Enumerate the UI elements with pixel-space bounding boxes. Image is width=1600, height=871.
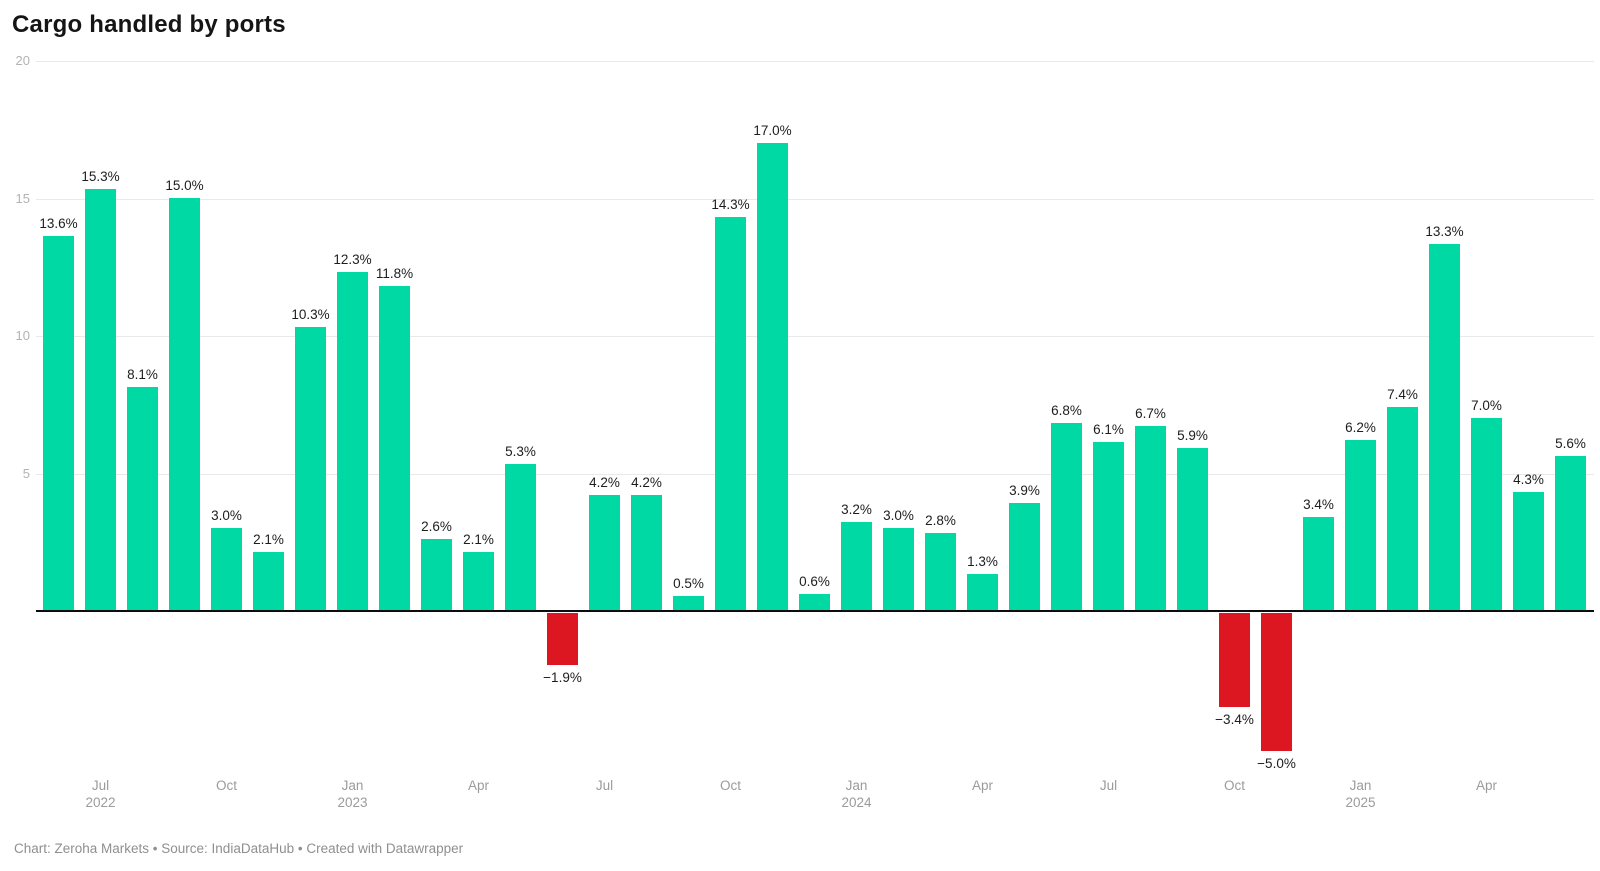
x-axis-tick-label: Oct <box>1223 778 1245 793</box>
x-axis-tick-label: Oct <box>719 778 741 793</box>
y-axis-tick-label: 10 <box>15 328 30 343</box>
bar[interactable] <box>631 494 662 610</box>
bar[interactable] <box>1303 516 1334 610</box>
bar[interactable] <box>1009 502 1040 610</box>
x-axis-tick-label: Oct <box>215 778 237 793</box>
bar[interactable] <box>85 189 116 610</box>
x-axis-tick-label: Jul <box>595 778 614 793</box>
bar[interactable] <box>1261 613 1292 751</box>
gridline <box>36 473 1594 475</box>
bar[interactable] <box>547 613 578 666</box>
bar-value-label: 6.2% <box>1345 419 1376 435</box>
bar-value-label: −5.0% <box>1257 755 1296 771</box>
bar[interactable] <box>1387 406 1418 610</box>
bar-value-label: 3.0% <box>883 507 914 523</box>
bar[interactable] <box>1051 423 1082 610</box>
bar[interactable] <box>211 527 242 610</box>
y-axis-tick-label: 5 <box>22 465 30 481</box>
bar[interactable] <box>505 464 536 610</box>
bar-value-label: 2.8% <box>925 513 956 528</box>
bar[interactable] <box>1513 491 1544 610</box>
x-axis-tick-label: Apr <box>467 778 489 793</box>
bar[interactable] <box>1345 439 1376 610</box>
x-axis-tick-label: Jan 2025 <box>1345 778 1376 810</box>
y-axis-tick-label: 20 <box>15 53 30 68</box>
bar-value-label: 5.9% <box>1177 427 1208 443</box>
bar[interactable] <box>127 387 158 610</box>
bar[interactable] <box>169 197 200 610</box>
bar-value-label: 15.3% <box>81 169 120 185</box>
chart-title: Cargo handled by ports <box>12 11 286 38</box>
gridline <box>36 198 1594 200</box>
bar-value-label: 12.3% <box>333 251 372 267</box>
bar-value-label: 7.4% <box>1387 386 1418 402</box>
x-axis-baseline <box>36 610 1594 612</box>
bar-value-label: 4.3% <box>1513 471 1544 487</box>
x-axis-tick-label: Jul <box>1099 778 1118 793</box>
bar-value-label: −1.9% <box>543 670 582 686</box>
bar-value-label: 6.7% <box>1135 405 1166 421</box>
bar[interactable] <box>715 216 746 610</box>
bar[interactable] <box>421 538 452 610</box>
bar[interactable] <box>43 236 74 610</box>
bar[interactable] <box>1471 417 1502 610</box>
bar-value-label: 10.3% <box>291 306 330 322</box>
gridline <box>36 61 1594 62</box>
bar[interactable] <box>1177 447 1208 610</box>
bar-value-label: −3.4% <box>1215 711 1254 727</box>
bar[interactable] <box>967 574 998 610</box>
bar[interactable] <box>295 326 326 610</box>
chart-footer: Chart: Zeroha Markets • Source: IndiaDat… <box>14 841 464 856</box>
bar-value-label: 13.3% <box>1425 224 1464 240</box>
bar-value-label: 5.6% <box>1555 436 1586 451</box>
bar[interactable] <box>883 527 914 610</box>
bar-value-label: 4.2% <box>631 474 662 490</box>
bar[interactable] <box>379 285 410 610</box>
bar-value-label: 15.0% <box>165 177 204 193</box>
bar-value-label: 13.6% <box>39 216 78 231</box>
bar[interactable] <box>673 596 704 610</box>
bar-value-label: 6.1% <box>1093 422 1124 438</box>
bar[interactable] <box>799 593 830 610</box>
bar-value-label: 2.1% <box>463 532 494 548</box>
bar[interactable] <box>589 494 620 610</box>
bar[interactable] <box>1219 613 1250 707</box>
bar[interactable] <box>1555 456 1586 610</box>
bar-value-label: 3.0% <box>211 507 242 523</box>
bar-value-label: 3.4% <box>1303 496 1334 512</box>
bar-value-label: 3.2% <box>841 502 872 517</box>
x-axis-tick-label: Jan 2024 <box>841 778 872 810</box>
bar-value-label: 3.9% <box>1009 482 1040 498</box>
y-axis-tick-label: 15 <box>15 190 30 206</box>
bar-value-label: 4.2% <box>589 474 620 490</box>
x-axis-tick-label: Jul 2022 <box>85 778 116 810</box>
bar[interactable] <box>757 142 788 610</box>
bar-value-label: 5.3% <box>505 444 536 460</box>
bar[interactable] <box>337 271 368 610</box>
bar-value-label: 11.8% <box>375 265 414 281</box>
bar-value-label: 6.8% <box>1051 403 1082 418</box>
bar-value-label: 8.1% <box>127 367 158 383</box>
bar-value-label: 2.6% <box>421 518 452 534</box>
bar-value-label: 0.5% <box>673 576 704 592</box>
bar[interactable] <box>1093 442 1124 610</box>
bar-value-label: 14.3% <box>711 196 750 212</box>
bar[interactable] <box>1429 244 1460 610</box>
bar-value-label: 0.6% <box>799 573 830 589</box>
bar-value-label: 17.0% <box>753 122 792 138</box>
bar-value-label: 1.3% <box>967 554 998 570</box>
x-axis-tick-label: Apr <box>1475 778 1497 793</box>
x-axis-tick-label: Apr <box>971 778 993 793</box>
bar[interactable] <box>925 533 956 610</box>
bar[interactable] <box>1135 425 1166 610</box>
gridline <box>36 336 1594 337</box>
x-axis-tick-label: Jan 2023 <box>337 778 368 810</box>
bar[interactable] <box>841 522 872 610</box>
bar[interactable] <box>253 552 284 610</box>
bar-value-label: 7.0% <box>1471 397 1502 413</box>
bar-value-label: 2.1% <box>253 532 284 548</box>
bar[interactable] <box>463 552 494 610</box>
